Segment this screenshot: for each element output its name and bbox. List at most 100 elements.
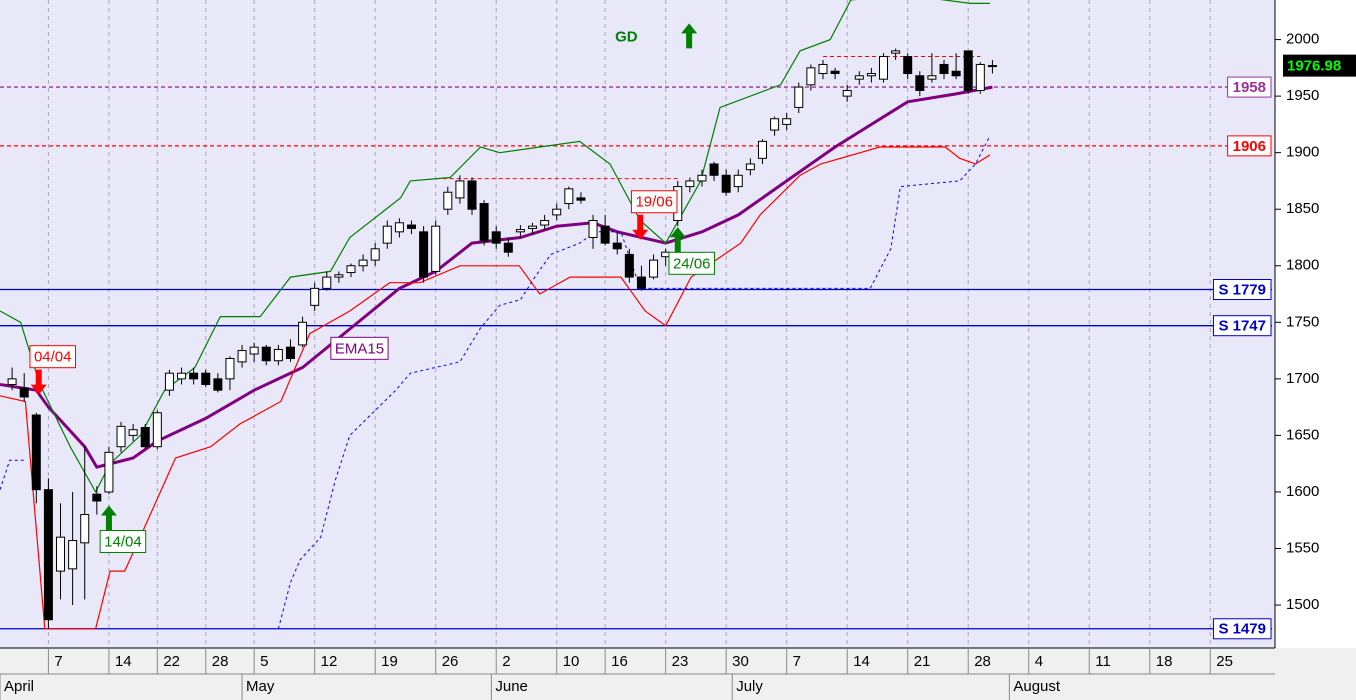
candle-body (649, 259, 659, 278)
level-label-box (1227, 135, 1272, 157)
level-label-box (1212, 315, 1272, 337)
signal-arrow (100, 505, 117, 531)
candle-body (443, 191, 453, 210)
x-tick-label: 7 (54, 653, 62, 670)
candle-body (733, 174, 743, 188)
y-tick-label: 2000 (1286, 31, 1319, 48)
candle-body (80, 514, 90, 544)
last-price: 1976.98 (1287, 58, 1341, 75)
y-tick-label: 1800 (1286, 257, 1319, 274)
candle-body (528, 225, 538, 229)
x-tick-label: 4 (1035, 653, 1043, 670)
signal-text: GD (615, 28, 638, 45)
candle-body (152, 412, 162, 448)
candle-body (915, 75, 925, 91)
candle-body (419, 231, 429, 278)
candle-body (503, 242, 513, 253)
x-tick-label: 18 (1156, 653, 1173, 670)
candle-body (92, 493, 102, 502)
annotation-label: 04/04 (34, 349, 72, 366)
x-tick-label: 2 (502, 653, 510, 670)
month-label: July (736, 678, 763, 695)
candle-body (7, 378, 17, 386)
annotation-box (29, 345, 77, 369)
candle-body (951, 70, 961, 77)
candle-body (213, 378, 223, 391)
signal-arrow (681, 23, 698, 49)
candle-body (515, 229, 525, 233)
candle-body (721, 174, 731, 193)
level-label: S 1479 (1218, 621, 1266, 638)
candle-body (806, 67, 816, 86)
x-tick-label: 16 (611, 653, 628, 670)
candle-body (310, 287, 320, 306)
y-tick-label: 1650 (1286, 426, 1319, 443)
candle-body (709, 163, 719, 176)
candle-body (31, 414, 41, 491)
candle-body (298, 321, 308, 346)
candle-body (491, 231, 501, 244)
x-tick-label: 22 (163, 653, 180, 670)
x-tick-label: 26 (442, 653, 459, 670)
candle-body (116, 425, 126, 448)
x-tick-label: 11 (1095, 653, 1111, 670)
candle-body (249, 346, 259, 355)
candle-body (891, 50, 901, 54)
x-tick-label: 5 (260, 653, 268, 670)
signal-arrow (669, 227, 686, 253)
month-label: August (1013, 678, 1061, 695)
candle-body (261, 346, 271, 362)
candle-body (770, 118, 780, 131)
candle-body (455, 180, 465, 199)
candle-body (685, 180, 695, 188)
x-tick-label: 10 (563, 653, 580, 670)
candle-body (600, 225, 610, 244)
x-tick-label: 25 (1216, 653, 1233, 670)
candle-body (794, 86, 804, 108)
annotation-box (99, 530, 147, 554)
candle-body (56, 536, 66, 572)
level-label-box (1227, 76, 1272, 98)
y-tick-label: 1550 (1286, 539, 1319, 556)
x-tick-label: 14 (115, 653, 132, 670)
candle-body (927, 75, 937, 80)
x-tick-label: 21 (914, 653, 931, 670)
candle-body (552, 208, 562, 216)
y-tick-label: 1750 (1286, 313, 1319, 330)
candle-body (564, 188, 574, 205)
signal-arrow (632, 214, 649, 240)
candle-body (382, 225, 392, 244)
candle-body (818, 63, 828, 75)
y-tick-label: 1500 (1286, 596, 1319, 613)
candle-body (273, 348, 283, 362)
candle-body (636, 276, 646, 289)
candle-body (201, 372, 211, 386)
candle-body (588, 220, 598, 238)
annotation-box (630, 190, 678, 214)
x-tick-label: 7 (793, 653, 801, 670)
candle-body (661, 251, 671, 258)
x-tick-label: 14 (853, 653, 870, 670)
candle-body (963, 50, 973, 91)
candle-body (225, 357, 235, 380)
candle-body (757, 140, 767, 159)
x-tick-label: 28 (974, 653, 991, 670)
candle-body (68, 540, 78, 570)
annotation-label: 19/06 (635, 194, 673, 211)
x-tick-label: 19 (381, 653, 398, 670)
y-tick-label: 1600 (1286, 483, 1319, 500)
candle-body (540, 220, 550, 226)
level-label: S 1747 (1218, 318, 1266, 335)
candle-body (128, 429, 138, 436)
candle-body (612, 242, 622, 250)
x-tick-label: 23 (672, 653, 689, 670)
annotation-box (668, 251, 716, 275)
month-label: May (246, 678, 275, 695)
candle-body (237, 350, 247, 363)
month-label: April (4, 678, 34, 695)
candle-body (697, 174, 707, 182)
candle-body (285, 346, 295, 359)
candle-body (939, 63, 949, 75)
last-price-box (1283, 54, 1356, 77)
candle-body (334, 274, 344, 278)
